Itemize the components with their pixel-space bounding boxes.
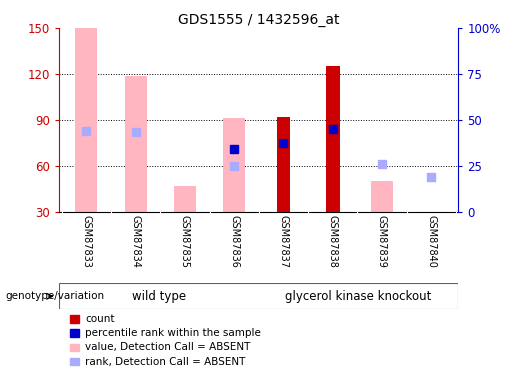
Text: rank, Detection Call = ABSENT: rank, Detection Call = ABSENT (85, 357, 245, 366)
Text: count: count (85, 314, 114, 324)
Title: GDS1555 / 1432596_at: GDS1555 / 1432596_at (178, 13, 339, 27)
Text: GSM87833: GSM87833 (81, 215, 91, 268)
Text: value, Detection Call = ABSENT: value, Detection Call = ABSENT (85, 342, 250, 352)
Text: genotype/variation: genotype/variation (5, 291, 104, 301)
Bar (326, 66, 339, 212)
Text: GSM87834: GSM87834 (131, 215, 141, 268)
Bar (125, 76, 147, 212)
Bar (75, 28, 97, 212)
Text: GSM87837: GSM87837 (279, 215, 288, 268)
Text: GSM87835: GSM87835 (180, 215, 190, 268)
Text: percentile rank within the sample: percentile rank within the sample (85, 328, 261, 338)
Text: wild type: wild type (132, 290, 186, 303)
Bar (174, 186, 196, 212)
Text: GSM87838: GSM87838 (328, 215, 338, 268)
Text: glycerol kinase knockout: glycerol kinase knockout (285, 290, 432, 303)
Text: GSM87836: GSM87836 (229, 215, 239, 268)
Bar (223, 118, 245, 212)
Bar (277, 117, 290, 212)
Text: GSM87839: GSM87839 (377, 215, 387, 268)
Bar (371, 181, 393, 212)
Text: GSM87840: GSM87840 (426, 215, 436, 268)
